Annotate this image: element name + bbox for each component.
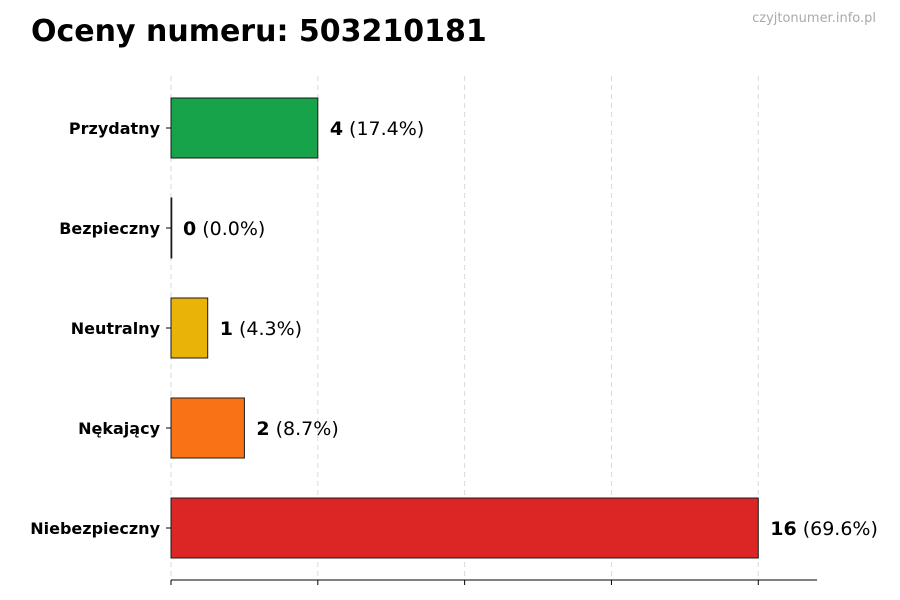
axes <box>166 127 817 585</box>
value-label-3: 2 (8.7%) <box>256 418 338 440</box>
watermark: czyjtonumer.info.pl <box>752 11 876 26</box>
category-labels: Przydatny Bezpieczny Neutralny Nękający Nieb… <box>30 119 160 538</box>
value-label-0: 4 (17.4%) <box>330 118 424 140</box>
chart-title: Oceny numeru: 503210181 <box>31 14 487 49</box>
value-labels: 4 (17.4%) 0 (0.0%) 1 (4.3%) 2 (8.7%) 16 (69.6%) <box>183 118 878 540</box>
value-count-1: 0 <box>183 218 196 240</box>
value-percent-4: (69.6%) <box>803 518 878 540</box>
value-count-3: 2 <box>256 418 269 440</box>
value-percent-1: (0.0%) <box>202 218 265 240</box>
value-count-4: 16 <box>770 518 796 540</box>
value-percent-0: (17.4%) <box>349 118 424 140</box>
bar-0 <box>170 97 319 159</box>
value-label-4: 16 (69.6%) <box>770 518 878 540</box>
bar-2 <box>170 297 209 359</box>
category-label-0: Przydatny <box>69 119 161 138</box>
value-label-1: 0 (0.0%) <box>183 218 265 240</box>
category-label-2: Neutralny <box>71 319 161 338</box>
bar-4 <box>170 497 759 559</box>
bar-3 <box>170 397 245 459</box>
value-percent-2: (4.3%) <box>239 318 302 340</box>
category-label-1: Bezpieczny <box>59 219 160 238</box>
value-count-2: 1 <box>220 318 233 340</box>
category-label-3: Nękający <box>78 419 160 438</box>
value-percent-3: (8.7%) <box>276 418 339 440</box>
category-label-4: Niebezpieczny <box>30 519 160 538</box>
value-label-2: 1 (4.3%) <box>220 318 302 340</box>
bar-1 <box>170 197 173 259</box>
value-count-0: 4 <box>330 118 343 140</box>
